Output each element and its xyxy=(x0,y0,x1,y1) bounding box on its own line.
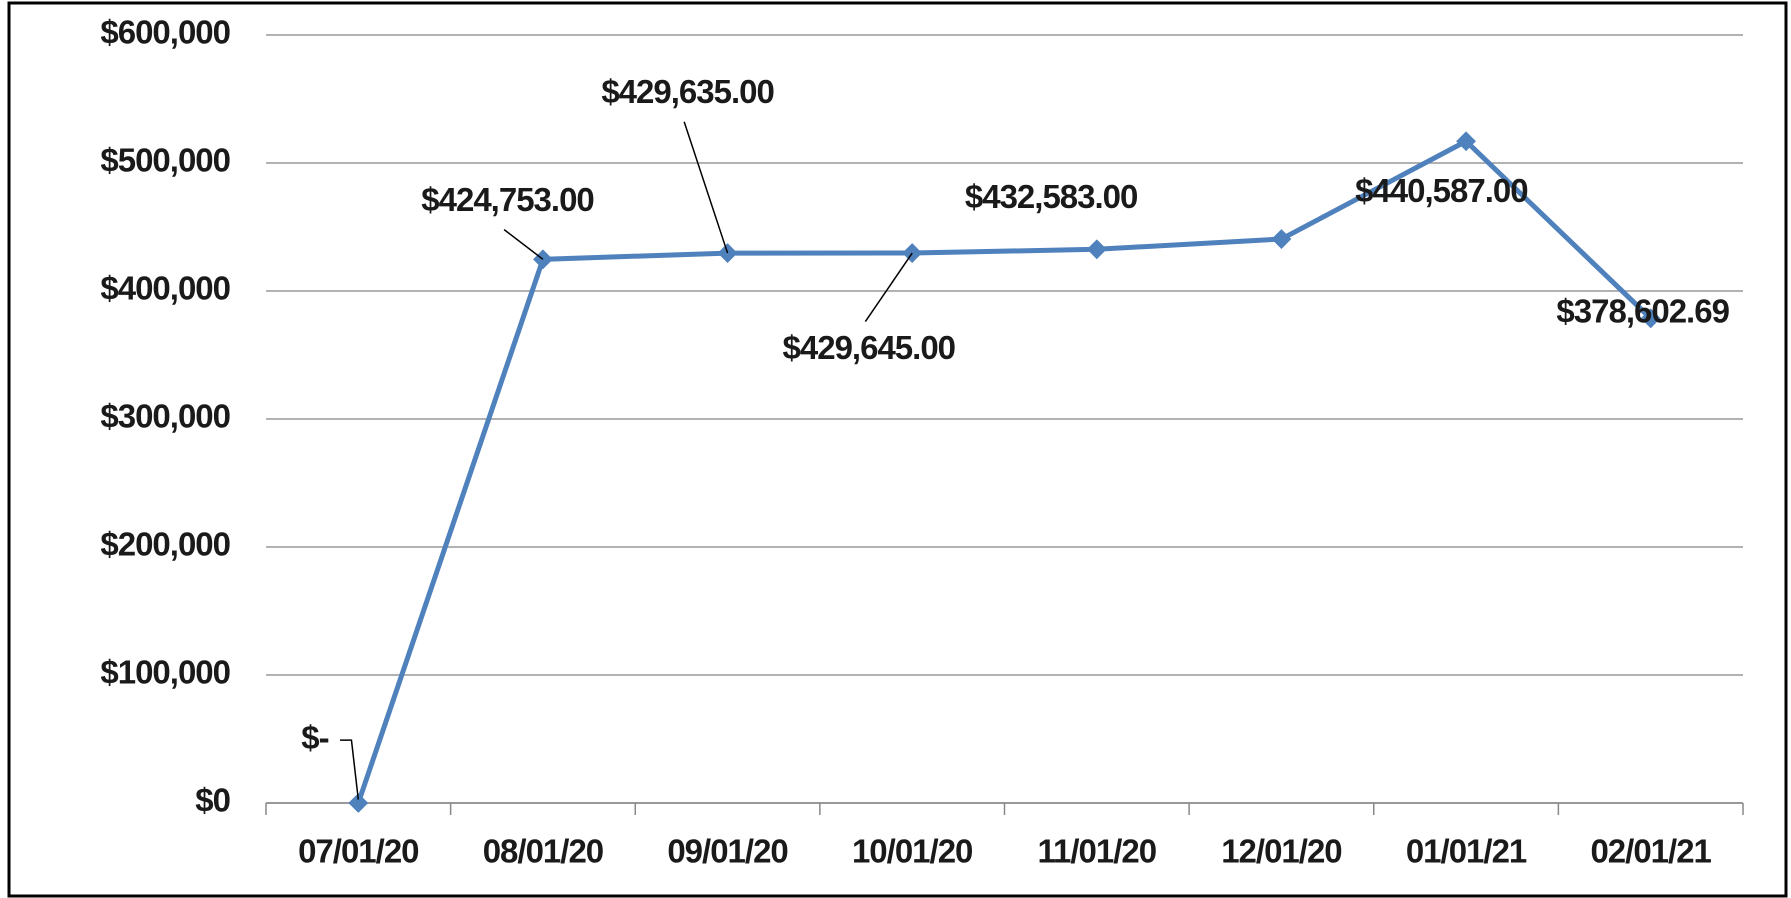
y-tick-label: $200,000 xyxy=(100,526,230,563)
leader-line xyxy=(864,252,913,323)
x-tick-label: 01/01/21 xyxy=(1406,833,1527,870)
x-tick-label: 12/01/20 xyxy=(1221,833,1341,870)
line xyxy=(355,138,1653,804)
data-label: $424,753.00 xyxy=(421,181,594,218)
marker xyxy=(348,793,369,813)
data-label: $378,602.69 xyxy=(1556,293,1729,330)
data-label: $429,645.00 xyxy=(783,329,956,366)
y-tick-label: $300,000 xyxy=(100,398,230,435)
data-label: $- xyxy=(301,719,328,756)
leader-line xyxy=(683,121,729,254)
x-tick-label: 07/01/20 xyxy=(298,833,418,870)
y-tick-label: $600,000 xyxy=(100,14,230,51)
y-tick-label: $100,000 xyxy=(100,654,230,691)
chart-frame xyxy=(7,1,1788,898)
x-tick-label: 10/01/20 xyxy=(852,833,972,870)
y-tick-label: $500,000 xyxy=(100,142,230,179)
leader-line xyxy=(503,229,544,260)
marker xyxy=(1086,239,1107,260)
x-tick-label: 02/01/21 xyxy=(1590,833,1711,870)
data-label: $432,583.00 xyxy=(965,178,1138,215)
marker xyxy=(1640,308,1661,329)
x-tick-label: 08/01/20 xyxy=(483,833,603,870)
y-tick-label: $400,000 xyxy=(100,270,230,307)
data-label: $429,635.00 xyxy=(601,73,774,110)
y-tick-label: $0 xyxy=(195,782,230,819)
marker xyxy=(1456,131,1476,152)
x-tick-label: 11/01/20 xyxy=(1037,833,1156,870)
leader-line xyxy=(340,739,360,800)
data-label: $440,587.00 xyxy=(1355,172,1528,209)
marker xyxy=(1271,229,1292,249)
x-tick-label: 09/01/20 xyxy=(667,833,787,870)
